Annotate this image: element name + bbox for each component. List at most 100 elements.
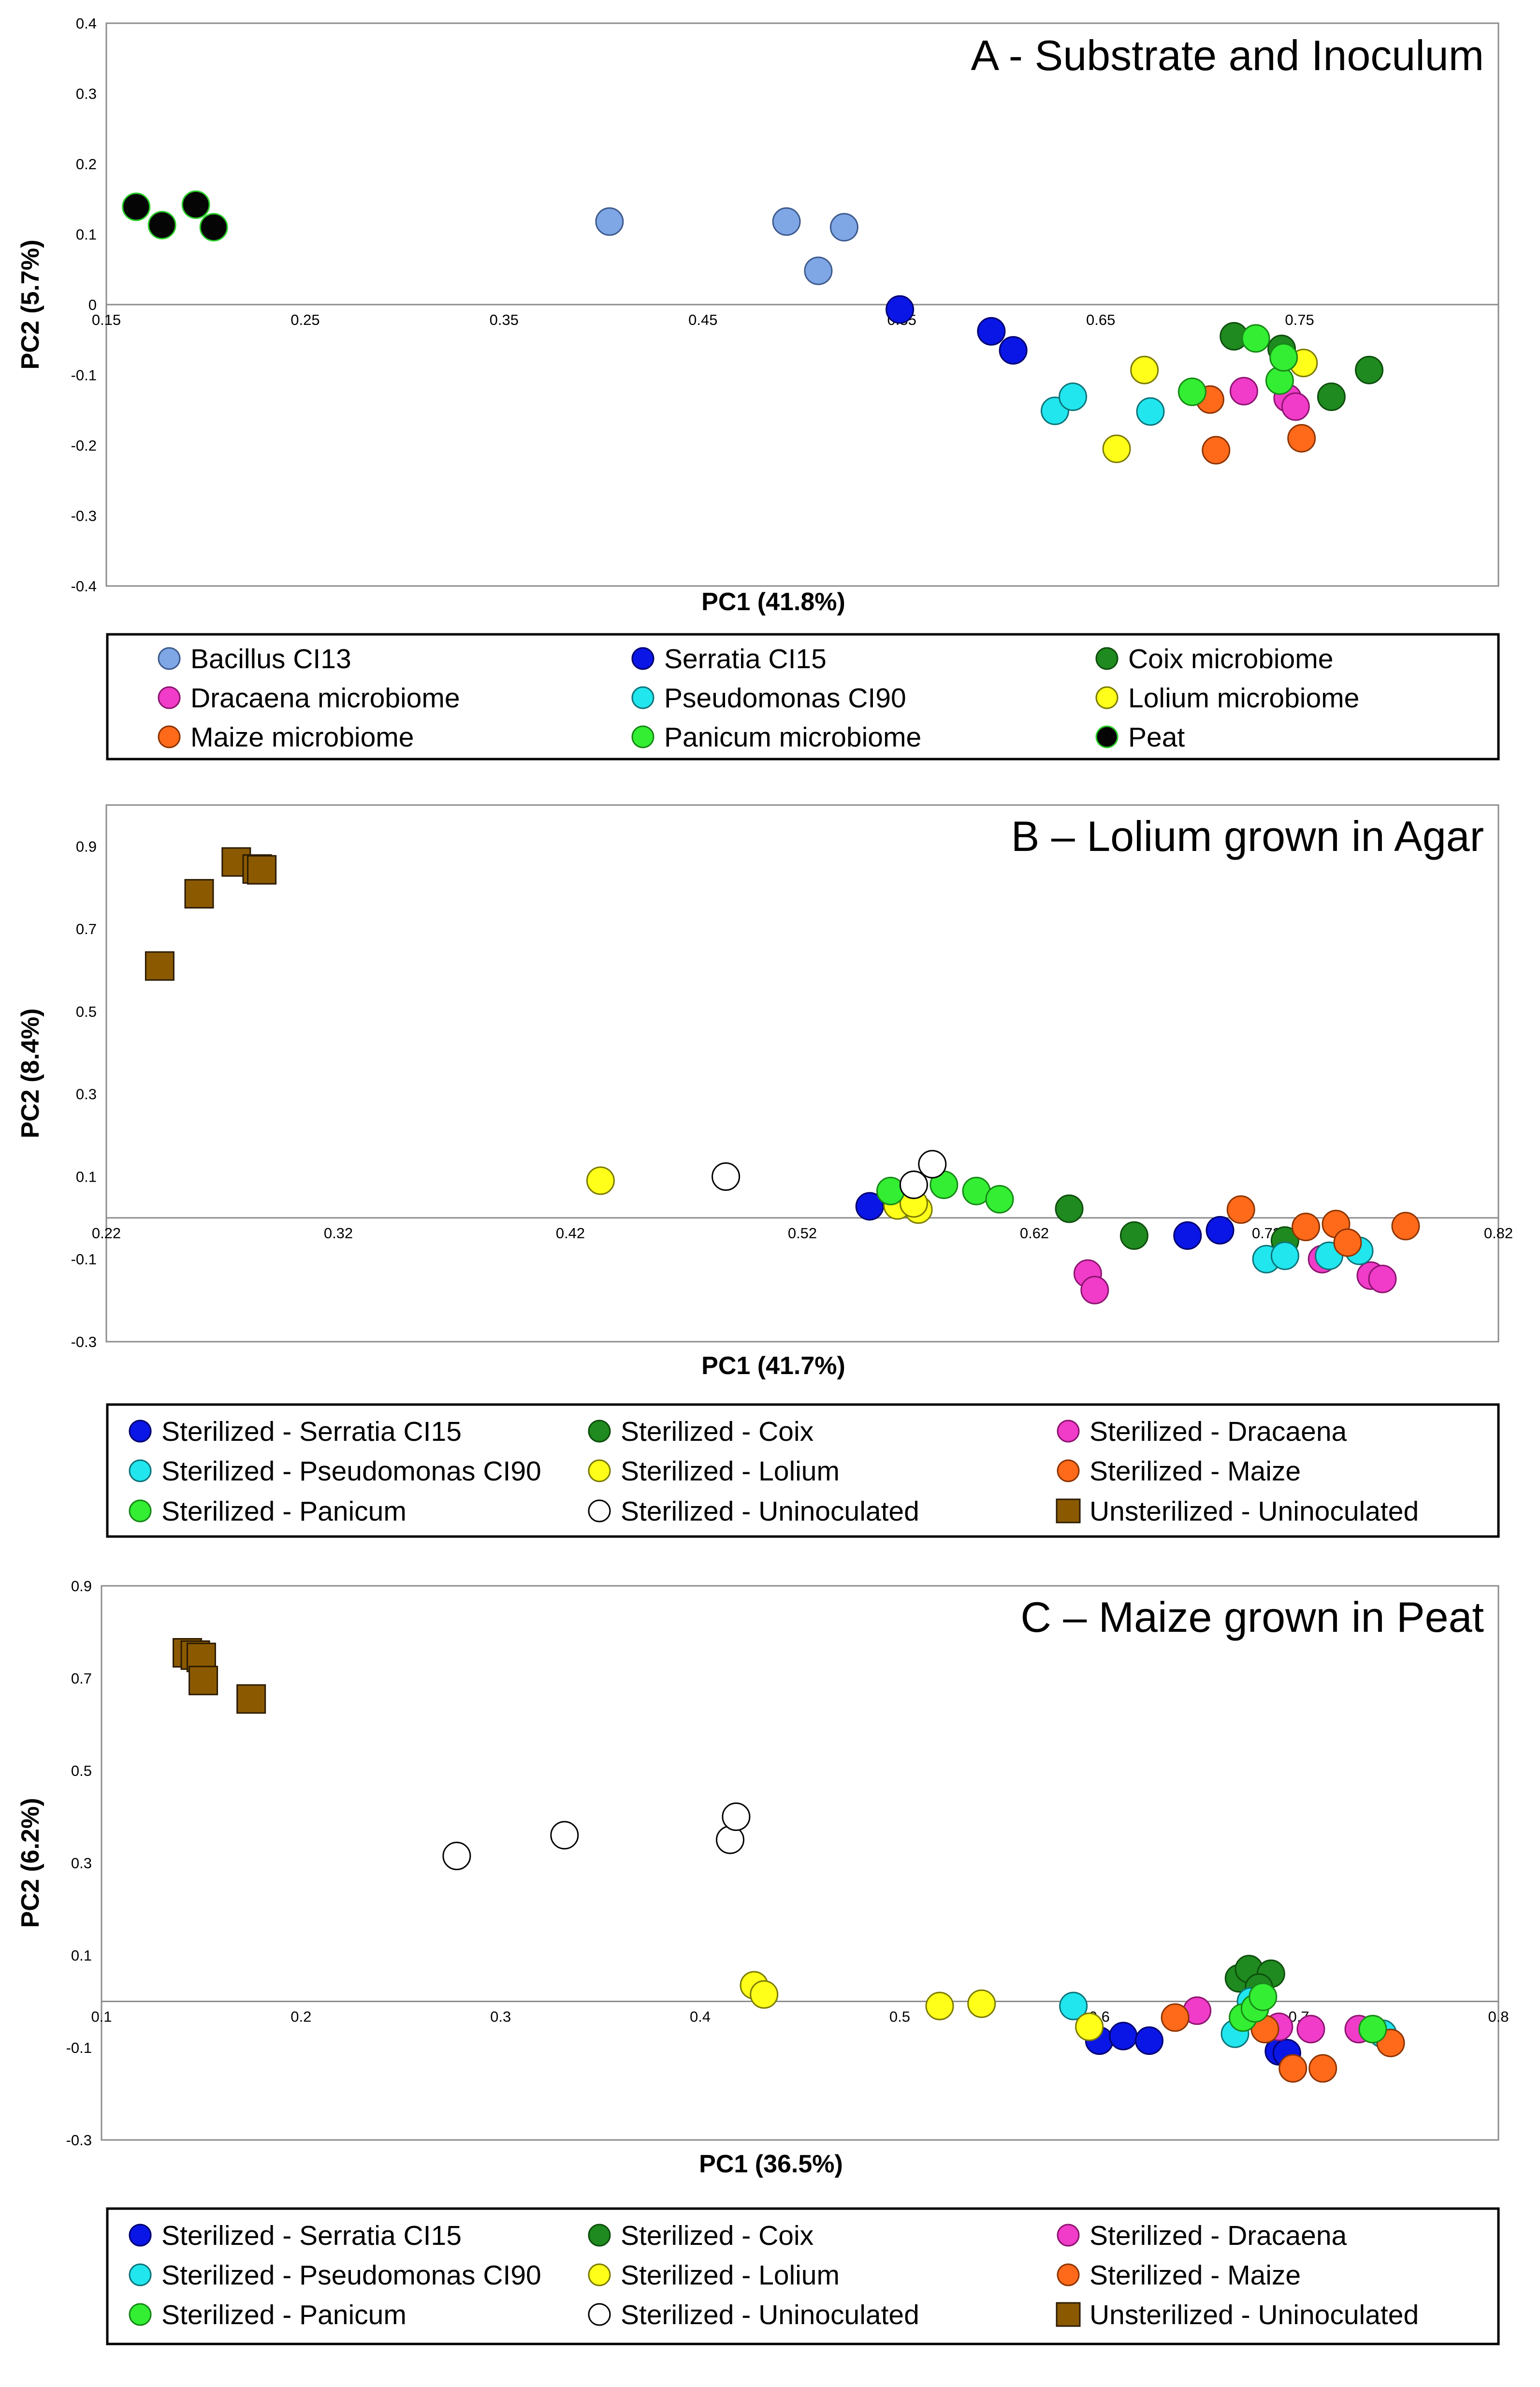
legend-label: Sterilized - Lolium: [621, 2260, 840, 2291]
legend-marker: [158, 647, 181, 670]
y-tick-label: 0.9: [71, 1578, 92, 1595]
data-point: [1292, 1213, 1321, 1242]
y-tick-label: 0.4: [76, 15, 97, 32]
data-point: [977, 317, 1006, 346]
legend-label: Serratia CI15: [664, 644, 827, 674]
y-tick-label: 0.3: [76, 86, 97, 103]
data-point: [886, 295, 915, 324]
data-point: [1287, 424, 1316, 453]
legend-label: Sterilized - Panicum: [161, 2299, 407, 2330]
data-point: [1368, 1264, 1397, 1293]
legend-marker: [1057, 1420, 1080, 1443]
legend-marker: [1057, 2224, 1080, 2247]
data-point: [442, 1842, 471, 1871]
data-point: [595, 207, 624, 236]
data-point: [1241, 324, 1270, 353]
data-point: [899, 1171, 928, 1200]
legend-label: Maize microbiome: [190, 722, 414, 753]
chart-title: C – Maize grown in Peat: [1020, 1593, 1484, 1641]
data-point: [772, 207, 801, 236]
y-axis-title: PC2 (8.4%): [16, 1009, 44, 1139]
x-tick-label: 0.2: [291, 2008, 311, 2025]
legend-label: Sterilized - Dracaena: [1090, 2220, 1347, 2251]
legend-label: Sterilized - Maize: [1090, 2260, 1301, 2291]
x-tick-label: 0.65: [1086, 311, 1115, 328]
legend-marker: [588, 2224, 611, 2247]
data-point: [181, 190, 210, 219]
legend-label: Sterilized - Panicum: [161, 1496, 407, 1527]
legend-marker: [588, 1459, 611, 1482]
y-tick-label: 0.2: [76, 156, 97, 173]
legend-marker: [588, 2303, 611, 2326]
legend-label: Sterilized - Pseudomonas CI90: [161, 1456, 541, 1487]
legend-marker: [1057, 1459, 1080, 1482]
data-point: [1130, 355, 1159, 384]
chart-title: A - Substrate and Inoculum: [971, 31, 1484, 79]
series-2: [1183, 1996, 1373, 2044]
legend-label: Sterilized - Uninoculated: [621, 2299, 919, 2330]
y-tick-label: -0.2: [71, 437, 97, 454]
legend-marker: [1095, 725, 1119, 748]
x-tick-label: 0.5: [889, 2008, 910, 2025]
plot-area: [101, 1585, 1499, 2141]
data-point: [829, 213, 858, 242]
y-tick-label: 0.1: [71, 1947, 92, 1964]
data-point: [750, 1980, 779, 2009]
data-point: [1102, 434, 1131, 463]
data-point: [1278, 2054, 1308, 2083]
legend-label: Coix microbiome: [1128, 644, 1333, 674]
legend-label: Sterilized - Serratia CI15: [161, 1416, 462, 1447]
data-point: [236, 1684, 266, 1714]
legend-label: Bacillus CI13: [190, 644, 351, 674]
x-tick-label: 0.62: [1020, 1225, 1049, 1242]
data-point: [1296, 2015, 1325, 2044]
y-tick-label: -0.1: [71, 367, 97, 384]
chart-title: B – Lolium grown in Agar: [1011, 812, 1484, 860]
data-point: [1135, 2026, 1163, 2055]
x-tick-label: 0.25: [291, 311, 320, 328]
x-tick-label: 0.42: [556, 1225, 585, 1242]
data-point: [1161, 2003, 1190, 2032]
legend-label: Sterilized - Pseudomonas CI90: [161, 2260, 541, 2291]
chart-panel-1: 0.22 0.32 0.42 0.52 0.62 0.72 0.820.90.70.50.3…: [16, 804, 1513, 1538]
y-axis-title: PC2 (5.7%): [16, 240, 44, 370]
x-tick-label: 0.45: [688, 311, 717, 328]
data-point: [1202, 436, 1231, 465]
chart-panel-0: 0.150.250.350.450.550.650.750.40.30.20.1…: [16, 15, 1500, 761]
y-tick-label: 0.3: [76, 1086, 97, 1103]
legend-label: Sterilized - Uninoculated: [621, 1496, 919, 1527]
data-point: [1281, 392, 1310, 421]
data-point: [1317, 382, 1346, 411]
legend-label: Unsterilized - Uninoculated: [1090, 1496, 1419, 1527]
data-point: [918, 1150, 947, 1179]
legend-marker: [631, 725, 654, 748]
series-0: [1085, 2021, 1301, 2067]
data-point: [586, 1166, 615, 1195]
x-tick-label: 0.52: [788, 1225, 817, 1242]
plot-area: [105, 804, 1499, 1343]
series-5: [1102, 349, 1318, 463]
legend-marker: [158, 686, 181, 709]
data-point: [550, 1821, 579, 1850]
legend-marker: [588, 2263, 611, 2286]
x-axis-title: PC1 (41.7%): [701, 1352, 845, 1380]
y-tick-label: 0.1: [76, 1168, 97, 1185]
series-7: [712, 1150, 947, 1200]
data-point: [1080, 1275, 1109, 1304]
legend-marker: [631, 647, 654, 670]
data-point: [1177, 377, 1206, 406]
legend-label: Pseudomonas CI90: [664, 683, 906, 714]
series-0: [855, 1192, 1235, 1250]
data-point: [189, 1666, 218, 1696]
series-8: [122, 190, 228, 242]
series-6: [876, 1171, 1014, 1214]
x-axis-title: PC1 (41.8%): [701, 588, 845, 616]
data-point: [1333, 1228, 1362, 1257]
data-point: [1206, 1215, 1235, 1245]
data-point: [722, 1802, 751, 1831]
data-point: [1119, 1221, 1148, 1250]
y-tick-label: 0.5: [71, 1762, 92, 1779]
data-point: [1270, 1241, 1299, 1270]
data-point: [1059, 1992, 1088, 2021]
